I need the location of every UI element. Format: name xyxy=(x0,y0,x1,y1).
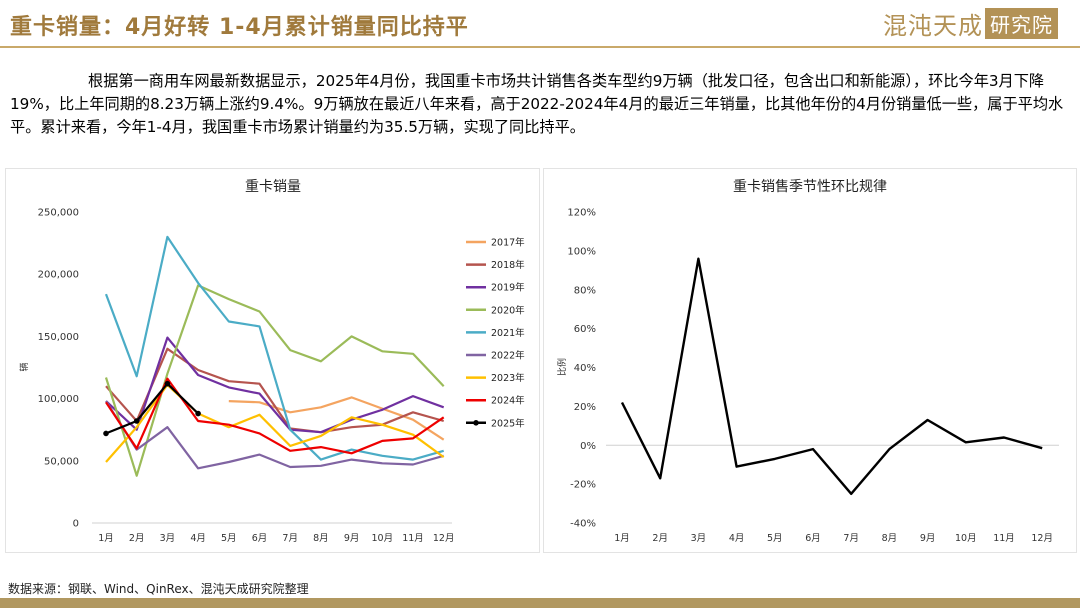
data-point-marker xyxy=(133,418,140,424)
series-line-2018年 xyxy=(105,347,444,434)
x-tick-label: 4月 xyxy=(190,533,206,544)
chart-title: 重卡销量 xyxy=(245,179,301,195)
y-tick-label: 50,000 xyxy=(44,456,79,467)
x-tick-label: 2月 xyxy=(129,533,145,544)
series-line-2025年 xyxy=(105,382,199,435)
data-point-marker xyxy=(103,430,109,437)
x-tick-label: 3月 xyxy=(160,533,176,544)
y-tick-label: 120% xyxy=(567,208,596,219)
x-tick-label: 5月 xyxy=(221,533,237,544)
x-tick-label: 5月 xyxy=(767,533,783,544)
y-tick-label: -40% xyxy=(570,519,596,530)
y-tick-label: 0% xyxy=(580,441,596,452)
y-tick-label: 80% xyxy=(574,285,596,296)
data-source-note: 数据来源：钢联、Wind、QinRex、混沌天成研究院整理 xyxy=(8,582,309,596)
summary-paragraph: 根据第一商用车网最新数据显示，2025年4月份，我国重卡市场共计销售各类车型约9… xyxy=(10,72,1064,136)
x-tick-label: 6月 xyxy=(805,533,821,544)
legend-label: 2021年 xyxy=(491,327,525,339)
y-tick-label: 60% xyxy=(574,324,596,335)
x-tick-label: 12月 xyxy=(1031,533,1053,544)
chart-title: 重卡销售季节性环比规律 xyxy=(733,179,887,195)
x-tick-label: 9月 xyxy=(344,533,360,544)
chart-panel-sales: 重卡销量辆 0 50,000 100,000 150,000 200,000 250,000… xyxy=(5,168,540,553)
x-tick-label: 8月 xyxy=(313,533,329,544)
logo-text-main: 混沌天成 xyxy=(883,11,983,40)
series-line-2024年 xyxy=(105,377,445,455)
series-line-2017年 xyxy=(228,396,445,441)
x-tick-label: 1月 xyxy=(614,533,630,544)
x-tick-label: 2月 xyxy=(652,533,668,544)
x-tick-label: 3月 xyxy=(691,533,707,544)
page-header: 重卡销量：4月好转 1-4月累计销量同比持平 混沌天成 研究院 xyxy=(0,0,1080,46)
series-line-2019年 xyxy=(105,336,445,434)
y-tick-label: 0 xyxy=(73,519,79,530)
x-tick-label: 1月 xyxy=(98,533,114,544)
legend-label: 2022年 xyxy=(491,350,525,362)
series-line-2022年 xyxy=(105,400,444,470)
legend-label: 2017年 xyxy=(491,237,525,249)
y-tick-label: 40% xyxy=(574,363,596,374)
data-point-marker xyxy=(164,380,171,387)
legend-label: 2023年 xyxy=(491,372,525,384)
legend-label: 2018年 xyxy=(491,259,525,271)
legend-label: 2024年 xyxy=(491,395,525,407)
series-line-series-0 xyxy=(620,257,1043,495)
y-tick-label: 100,000 xyxy=(38,394,79,405)
footer-bar xyxy=(0,598,1080,608)
legend-label: 2020年 xyxy=(491,304,525,316)
data-point-marker xyxy=(195,410,201,417)
x-tick-label: 12月 xyxy=(433,533,455,544)
x-tick-label: 10月 xyxy=(955,533,977,544)
y-tick-label: 200,000 xyxy=(38,270,79,281)
x-tick-label: 6月 xyxy=(252,533,268,544)
legend-label: 2025年 xyxy=(491,417,525,429)
header-divider xyxy=(0,46,1080,48)
y-tick-label: -20% xyxy=(570,480,596,491)
page-title: 重卡销量：4月好转 1-4月累计销量同比持平 xyxy=(10,15,469,40)
y-tick-label: 100% xyxy=(567,246,596,257)
x-tick-label: 7月 xyxy=(282,533,298,544)
x-tick-label: 4月 xyxy=(729,533,745,544)
legend-marker xyxy=(473,420,479,426)
x-tick-label: 8月 xyxy=(882,533,898,544)
legend-label: 2019年 xyxy=(491,282,525,294)
x-tick-label: 9月 xyxy=(920,533,936,544)
series-line-2021年 xyxy=(104,235,445,461)
y-tick-label: 20% xyxy=(574,402,596,413)
x-tick-label: 11月 xyxy=(402,533,424,544)
y-tick-label: 150,000 xyxy=(38,332,79,343)
chart-panel-seasonal: 重卡销售季节性环比规律比例 -40% -20% 0% 20% 40% 60% 80% 100% 1… xyxy=(543,168,1077,553)
x-tick-label: 7月 xyxy=(843,533,859,544)
x-tick-label: 10月 xyxy=(372,533,394,544)
logo-text-box: 研究院 xyxy=(985,7,1058,39)
y-tick-label: 250,000 xyxy=(38,208,79,219)
brand-logo: 混沌天成 研究院 xyxy=(883,6,1058,40)
y-axis-label: 比例 xyxy=(556,358,568,376)
y-axis-label: 辆 xyxy=(18,362,30,371)
x-tick-label: 11月 xyxy=(993,533,1015,544)
